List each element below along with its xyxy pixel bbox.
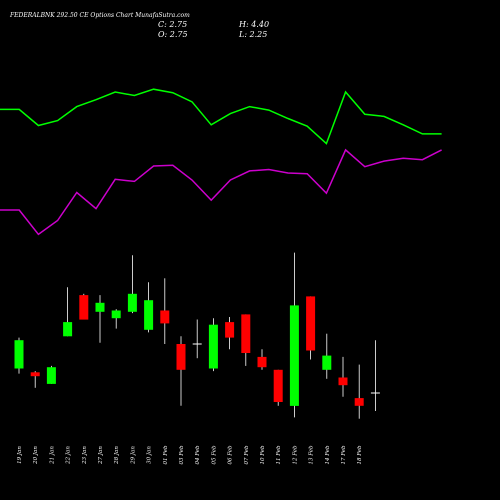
x-tick-label: 30 Jan bbox=[147, 446, 153, 464]
candle bbox=[273, 369, 283, 406]
chart-title: FEDERALBNK 292.50 CE Options Chart Munaf… bbox=[9, 12, 190, 19]
candle bbox=[144, 282, 154, 333]
candle-body bbox=[63, 322, 73, 337]
candle-body bbox=[127, 293, 137, 312]
candle-body bbox=[160, 310, 170, 324]
x-axis-labels: 19 Jan 20 Jan 21 Jan 22 Jan 23 Jan 27 Jan 28 J… bbox=[17, 445, 363, 465]
candle-body bbox=[257, 356, 267, 368]
x-tick-label: 04 Feb bbox=[195, 445, 201, 465]
x-tick-label: 06 Feb bbox=[228, 445, 234, 465]
candle-body bbox=[289, 305, 299, 406]
candle-body bbox=[14, 340, 24, 369]
candle bbox=[111, 309, 121, 329]
indicator-line-2 bbox=[0, 148, 442, 236]
candle bbox=[322, 333, 332, 379]
x-tick-label: 17 Feb bbox=[341, 445, 347, 465]
candle bbox=[79, 293, 89, 320]
candle bbox=[95, 295, 105, 343]
candle-body bbox=[111, 310, 121, 319]
candle bbox=[370, 340, 380, 411]
candle bbox=[225, 317, 235, 350]
candle-body bbox=[144, 300, 154, 330]
x-tick-label: 19 Jan bbox=[17, 446, 23, 464]
candle bbox=[176, 336, 186, 406]
candle-body bbox=[338, 377, 348, 386]
x-tick-label: 11 Feb bbox=[276, 445, 282, 465]
candle bbox=[127, 255, 137, 314]
indicator-lines bbox=[0, 88, 442, 236]
x-tick-label: 12 Feb bbox=[292, 445, 298, 465]
candle-body bbox=[225, 322, 235, 338]
candle bbox=[354, 364, 364, 419]
x-tick-label: 14 Feb bbox=[325, 445, 331, 465]
candle bbox=[241, 314, 251, 366]
x-tick-label: 29 Jan bbox=[130, 446, 136, 465]
ohlc-low: L: 2.25 bbox=[238, 30, 267, 39]
candle-body bbox=[273, 369, 283, 402]
candle-body bbox=[354, 398, 364, 406]
indicator-line-1 bbox=[0, 88, 442, 145]
candles bbox=[14, 252, 380, 419]
candle bbox=[208, 318, 218, 372]
x-tick-label: 07 Feb bbox=[244, 445, 250, 465]
candle-body bbox=[79, 295, 89, 320]
candle-body bbox=[208, 324, 218, 369]
candle-body bbox=[95, 302, 105, 312]
candle-body bbox=[30, 372, 40, 377]
x-tick-label: 01 Feb bbox=[163, 445, 169, 465]
x-tick-label: 18 Feb bbox=[357, 445, 363, 465]
candle bbox=[46, 365, 56, 384]
candle-body bbox=[306, 296, 316, 351]
x-tick-label: 03 Feb bbox=[179, 445, 185, 465]
candle bbox=[338, 356, 348, 397]
candle-body bbox=[322, 355, 332, 370]
candle bbox=[289, 252, 299, 418]
candle bbox=[63, 287, 73, 337]
x-tick-label: 10 Feb bbox=[260, 445, 266, 465]
candle bbox=[160, 278, 170, 344]
x-tick-label: 23 Jan bbox=[82, 446, 88, 465]
candle bbox=[30, 371, 40, 388]
candle bbox=[14, 337, 24, 374]
x-tick-label: 13 Feb bbox=[309, 445, 315, 465]
ohlc-open: O: 2.75 bbox=[158, 30, 188, 39]
candle-body bbox=[176, 344, 186, 370]
ohlc-close: C: 2.75 bbox=[158, 20, 187, 29]
candle-body bbox=[241, 314, 251, 353]
x-tick-label: 05 Feb bbox=[211, 445, 217, 465]
x-tick-label: 20 Jan bbox=[33, 446, 39, 465]
candle bbox=[257, 349, 267, 370]
x-tick-label: 27 Jan bbox=[98, 446, 104, 465]
candle bbox=[192, 319, 202, 359]
candle-body bbox=[46, 367, 56, 384]
x-tick-label: 21 Jan bbox=[49, 446, 55, 465]
candle bbox=[306, 296, 316, 360]
x-tick-label: 28 Jan bbox=[114, 446, 120, 465]
x-tick-label: 22 Jan bbox=[66, 446, 72, 465]
ohlc-high: H: 4.40 bbox=[238, 20, 269, 29]
